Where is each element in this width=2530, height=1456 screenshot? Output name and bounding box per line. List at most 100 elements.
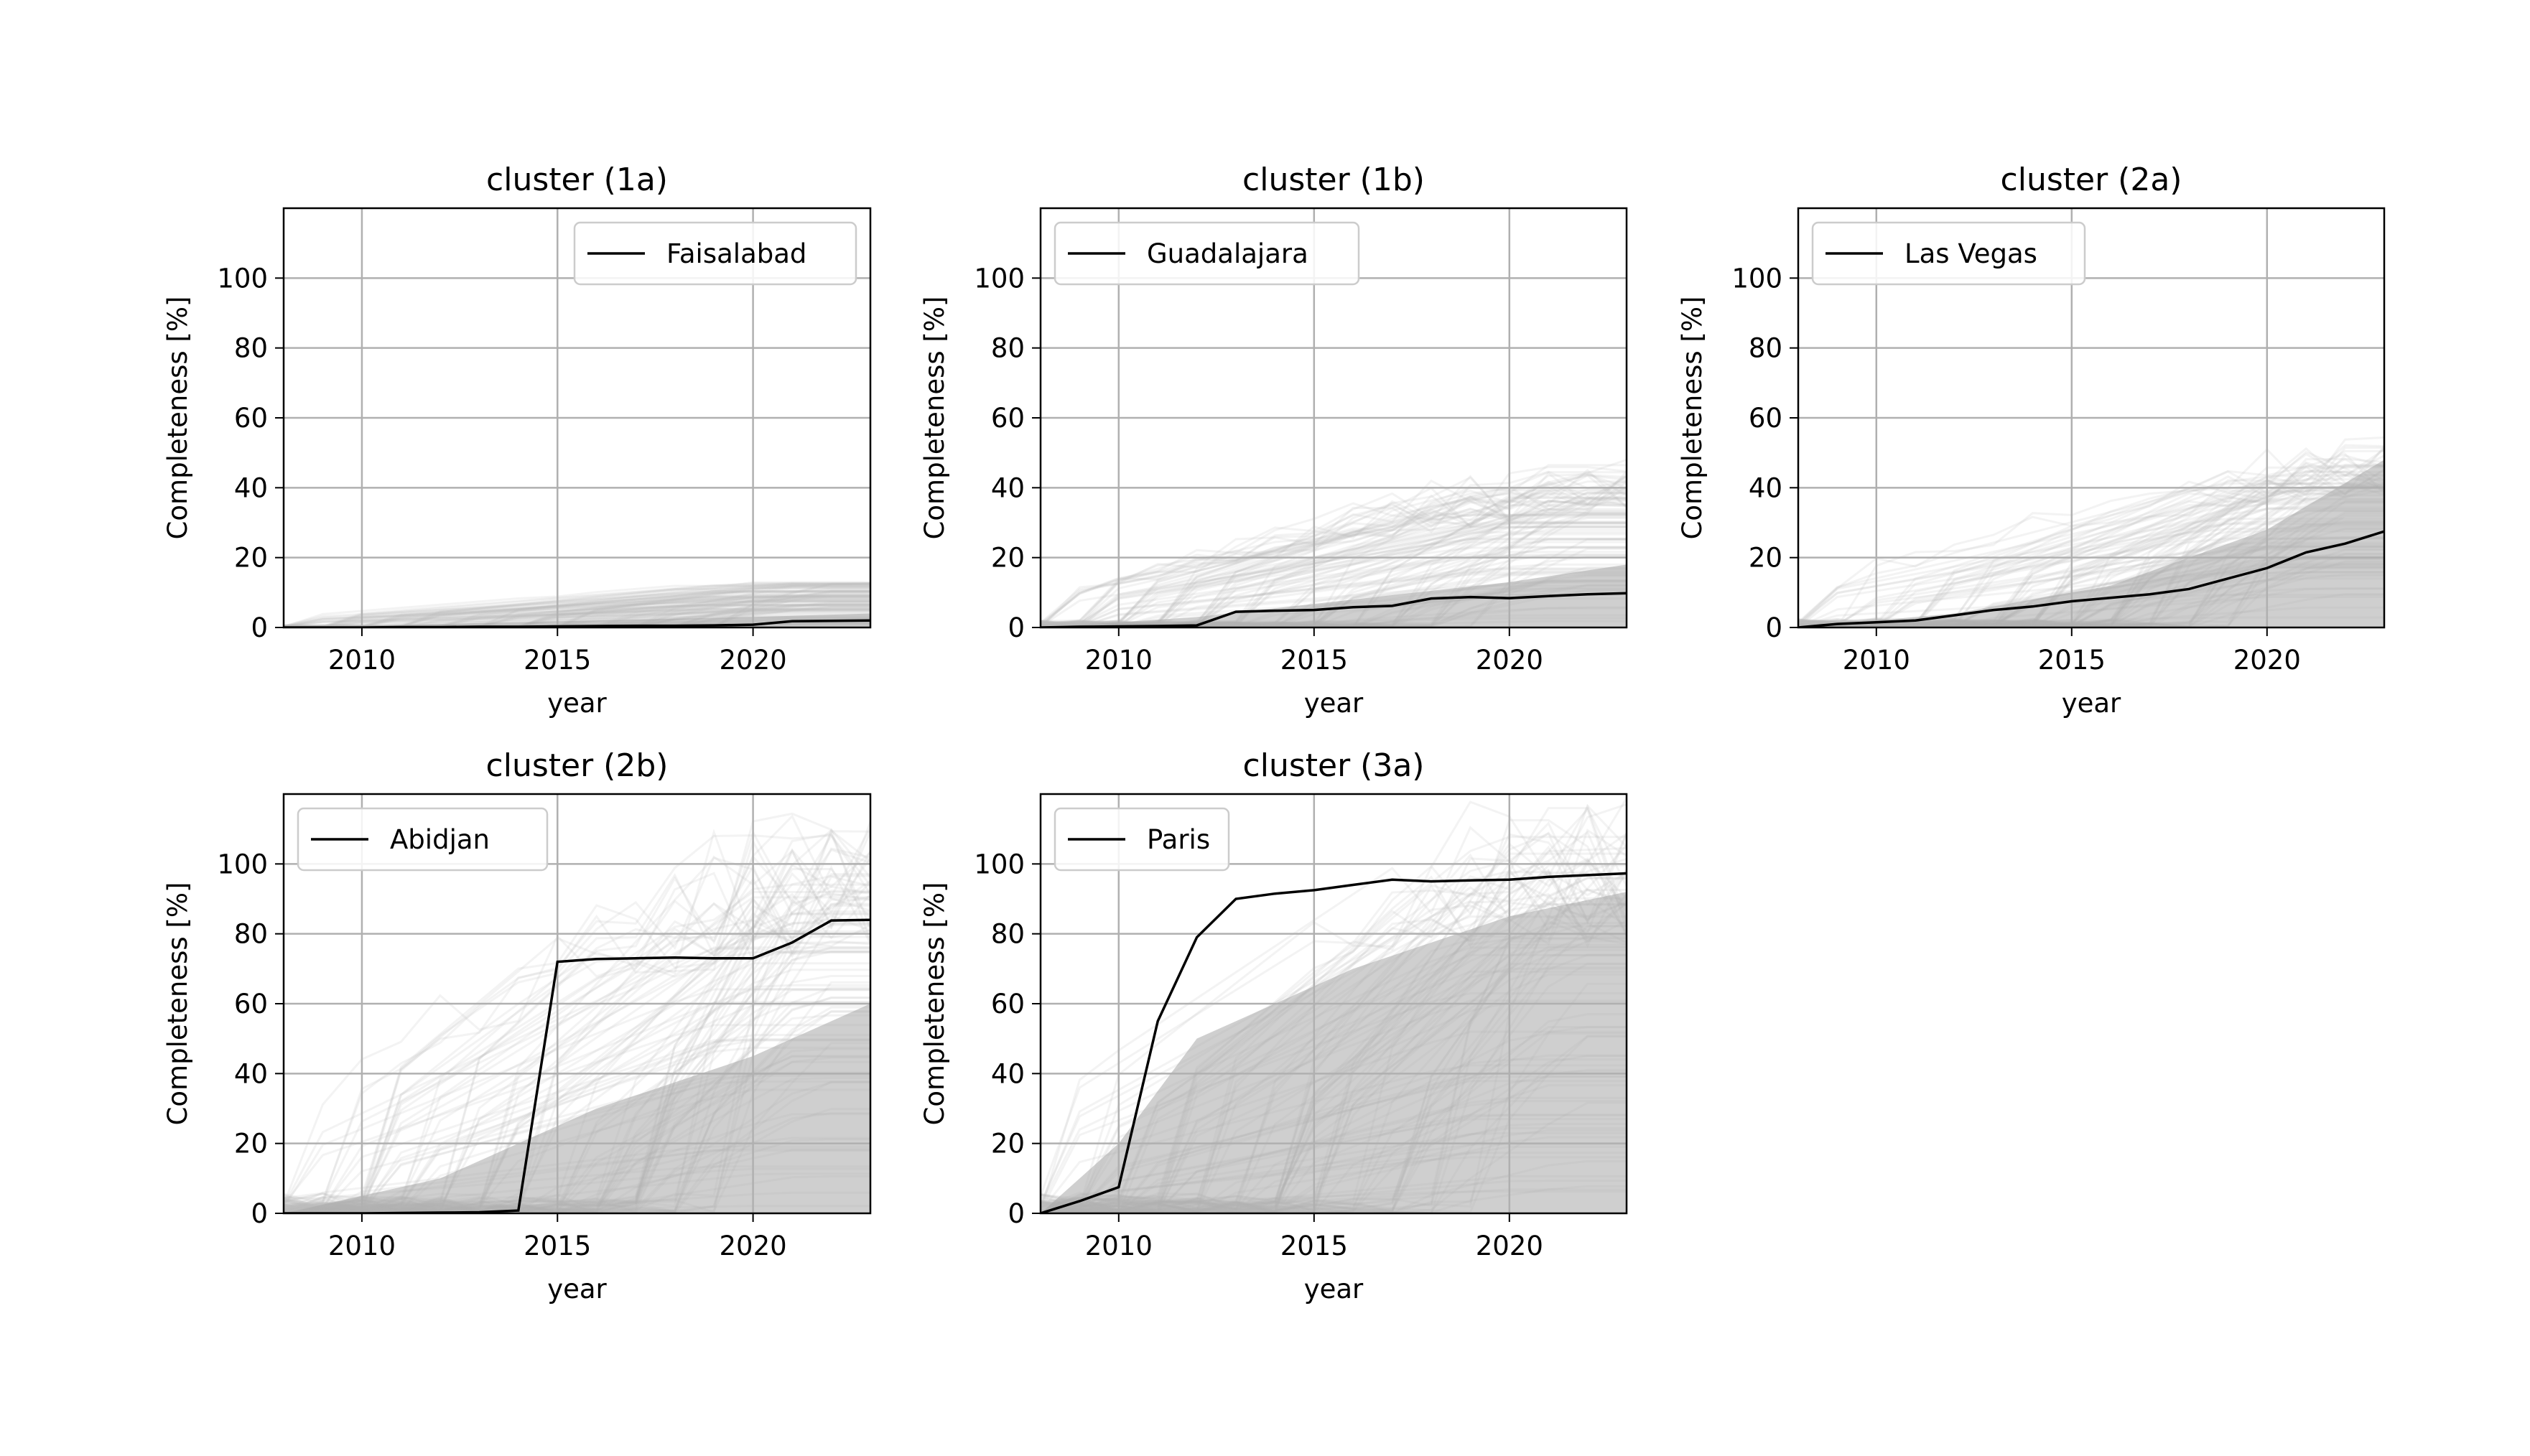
legend: Guadalajara	[1054, 221, 1360, 286]
y-tick-label: 40	[234, 1058, 268, 1089]
legend-frame	[297, 807, 549, 872]
y-tick-label: 20	[1749, 543, 1782, 574]
background-density-band	[284, 1004, 870, 1213]
legend: Abidjan	[297, 807, 549, 872]
y-tick-label: 60	[234, 989, 268, 1019]
background-line	[1041, 541, 1627, 627]
x-tick-label: 2010	[328, 645, 396, 676]
y-tick-label: 40	[991, 1058, 1025, 1089]
background-line	[1041, 513, 1627, 627]
y-axis-label: Completeness [%]	[919, 882, 950, 1126]
background-line	[1041, 475, 1627, 625]
series-line-paris	[1041, 872, 1627, 1213]
background-line	[284, 587, 870, 627]
background-line	[284, 918, 870, 1209]
background-line	[1041, 900, 1627, 1206]
background-line	[284, 913, 870, 1213]
y-axis-label: Completeness [%]	[1677, 297, 1708, 540]
x-tick-label: 2020	[2233, 645, 2301, 676]
legend-label: Las Vegas	[1905, 238, 2037, 269]
background-line	[1041, 485, 1627, 627]
y-tick-label: 80	[991, 919, 1025, 950]
plot-area	[1041, 794, 1627, 1213]
chart-title: cluster (2a)	[2001, 162, 2182, 198]
background-density-band	[1041, 892, 1627, 1213]
background-line	[284, 600, 870, 627]
y-tick-label: 60	[991, 403, 1025, 434]
chart-title: cluster (1a)	[486, 162, 668, 198]
background-line	[284, 598, 870, 627]
background-line	[284, 582, 870, 627]
background-line	[1041, 513, 1627, 627]
background-line	[284, 605, 870, 627]
chart-title: cluster (1b)	[1242, 162, 1425, 198]
background-line	[284, 597, 870, 627]
background-line	[284, 594, 870, 627]
background-line	[284, 600, 870, 627]
background-line	[1798, 447, 2384, 627]
legend-label: Paris	[1147, 824, 1210, 855]
background-line	[284, 589, 870, 627]
background-lines	[1041, 459, 1627, 627]
background-line	[284, 595, 870, 627]
plot-area	[284, 208, 870, 627]
y-tick-label: 0	[1008, 1198, 1025, 1229]
background-line	[284, 849, 870, 1213]
background-line	[1041, 508, 1627, 625]
x-axis-label: year	[1304, 1274, 1364, 1305]
chart-panel-4: 2010 2015 2020 0 20 40 60 80 100 cluster (2b) year…	[162, 747, 872, 1305]
background-lines	[1041, 797, 1627, 1213]
y-axis-label: Completeness [%]	[162, 297, 193, 540]
background-line	[284, 597, 870, 627]
y-tick-label: 20	[234, 1129, 268, 1159]
background-line	[284, 988, 870, 1209]
background-line	[1798, 482, 2384, 623]
background-line	[1041, 892, 1627, 1211]
y-tick-label: 60	[1749, 403, 1782, 434]
y-tick-label: 40	[1749, 472, 1782, 503]
background-line	[1041, 567, 1627, 627]
background-line	[1041, 497, 1627, 626]
y-tick-label: 80	[1749, 333, 1782, 364]
x-tick-label: 2015	[2038, 645, 2106, 676]
background-line	[284, 1001, 870, 1210]
background-line	[1041, 470, 1627, 627]
background-line	[1041, 472, 1627, 626]
y-tick-label: 100	[217, 849, 268, 879]
legend-label: Abidjan	[390, 824, 490, 855]
series-line-las-vegas	[1798, 530, 2384, 627]
background-line	[1041, 499, 1627, 625]
background-line	[284, 829, 870, 1208]
grid	[284, 794, 870, 1213]
x-tick-label: 2020	[720, 645, 787, 676]
x-tick-label: 2015	[524, 645, 591, 676]
y-tick-label: 20	[991, 1129, 1025, 1159]
x-tick-label: 2020	[1476, 645, 1543, 676]
x-axis-label: year	[547, 688, 607, 719]
chart-panel-1: 2010 2015 2020 0 20 40 60 80 100 cluster (1a) year…	[162, 162, 872, 719]
legend: Paris	[1054, 807, 1230, 872]
background-line	[1041, 474, 1627, 622]
background-line	[284, 603, 870, 627]
background-line	[1041, 469, 1627, 624]
legend-label: Guadalajara	[1147, 238, 1308, 269]
background-line	[1041, 571, 1627, 627]
background-line	[284, 847, 870, 1205]
background-density-band	[1041, 564, 1627, 627]
x-tick-label: 2015	[1280, 1231, 1348, 1261]
background-line	[284, 897, 870, 1213]
y-tick-label: 60	[991, 989, 1025, 1019]
x-tick-label: 2015	[524, 1231, 591, 1261]
background-line	[284, 584, 870, 627]
y-tick-label: 40	[234, 472, 268, 503]
y-tick-label: 40	[991, 472, 1025, 503]
background-line	[1041, 510, 1627, 627]
y-tick-label: 0	[1765, 612, 1782, 643]
x-tick-label: 2010	[1085, 645, 1153, 676]
y-tick-label: 80	[234, 333, 268, 364]
chart-panel-5: 2010 2015 2020 0 20 40 60 80 100 cluster (3a) year…	[919, 747, 1628, 1305]
background-line	[284, 599, 870, 627]
legend-frame	[573, 221, 857, 286]
background-line	[284, 946, 870, 1212]
